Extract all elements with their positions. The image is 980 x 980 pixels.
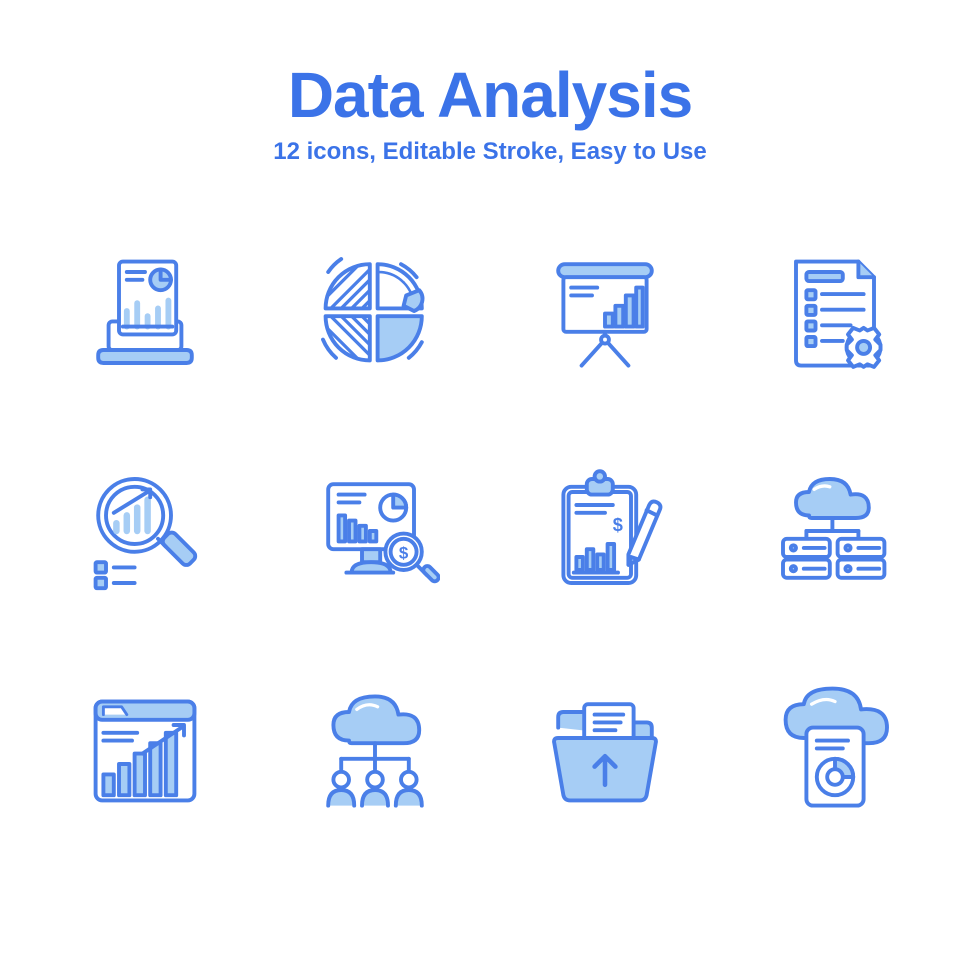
page-subtitle: 12 icons, Editable Stroke, Easy to Use (273, 138, 707, 166)
icon-grid: $ $ (80, 246, 900, 816)
presentation-board-icon (540, 246, 670, 376)
laptop-report-icon (80, 246, 210, 376)
svg-text:$: $ (613, 515, 623, 535)
checklist-gear-icon (770, 246, 900, 376)
pie-chart-icon (310, 246, 440, 376)
magnify-chart-icon (80, 466, 210, 596)
page-title: Data Analysis (288, 58, 692, 132)
folder-upload-icon (540, 686, 670, 816)
monitor-finance-icon: $ (310, 466, 440, 596)
dashboard-growth-icon (80, 686, 210, 816)
cloud-users-icon (310, 686, 440, 816)
cloud-servers-icon (770, 466, 900, 596)
cloud-analytics-icon (770, 686, 900, 816)
svg-text:$: $ (399, 543, 409, 562)
clipboard-finance-icon: $ (540, 466, 670, 596)
